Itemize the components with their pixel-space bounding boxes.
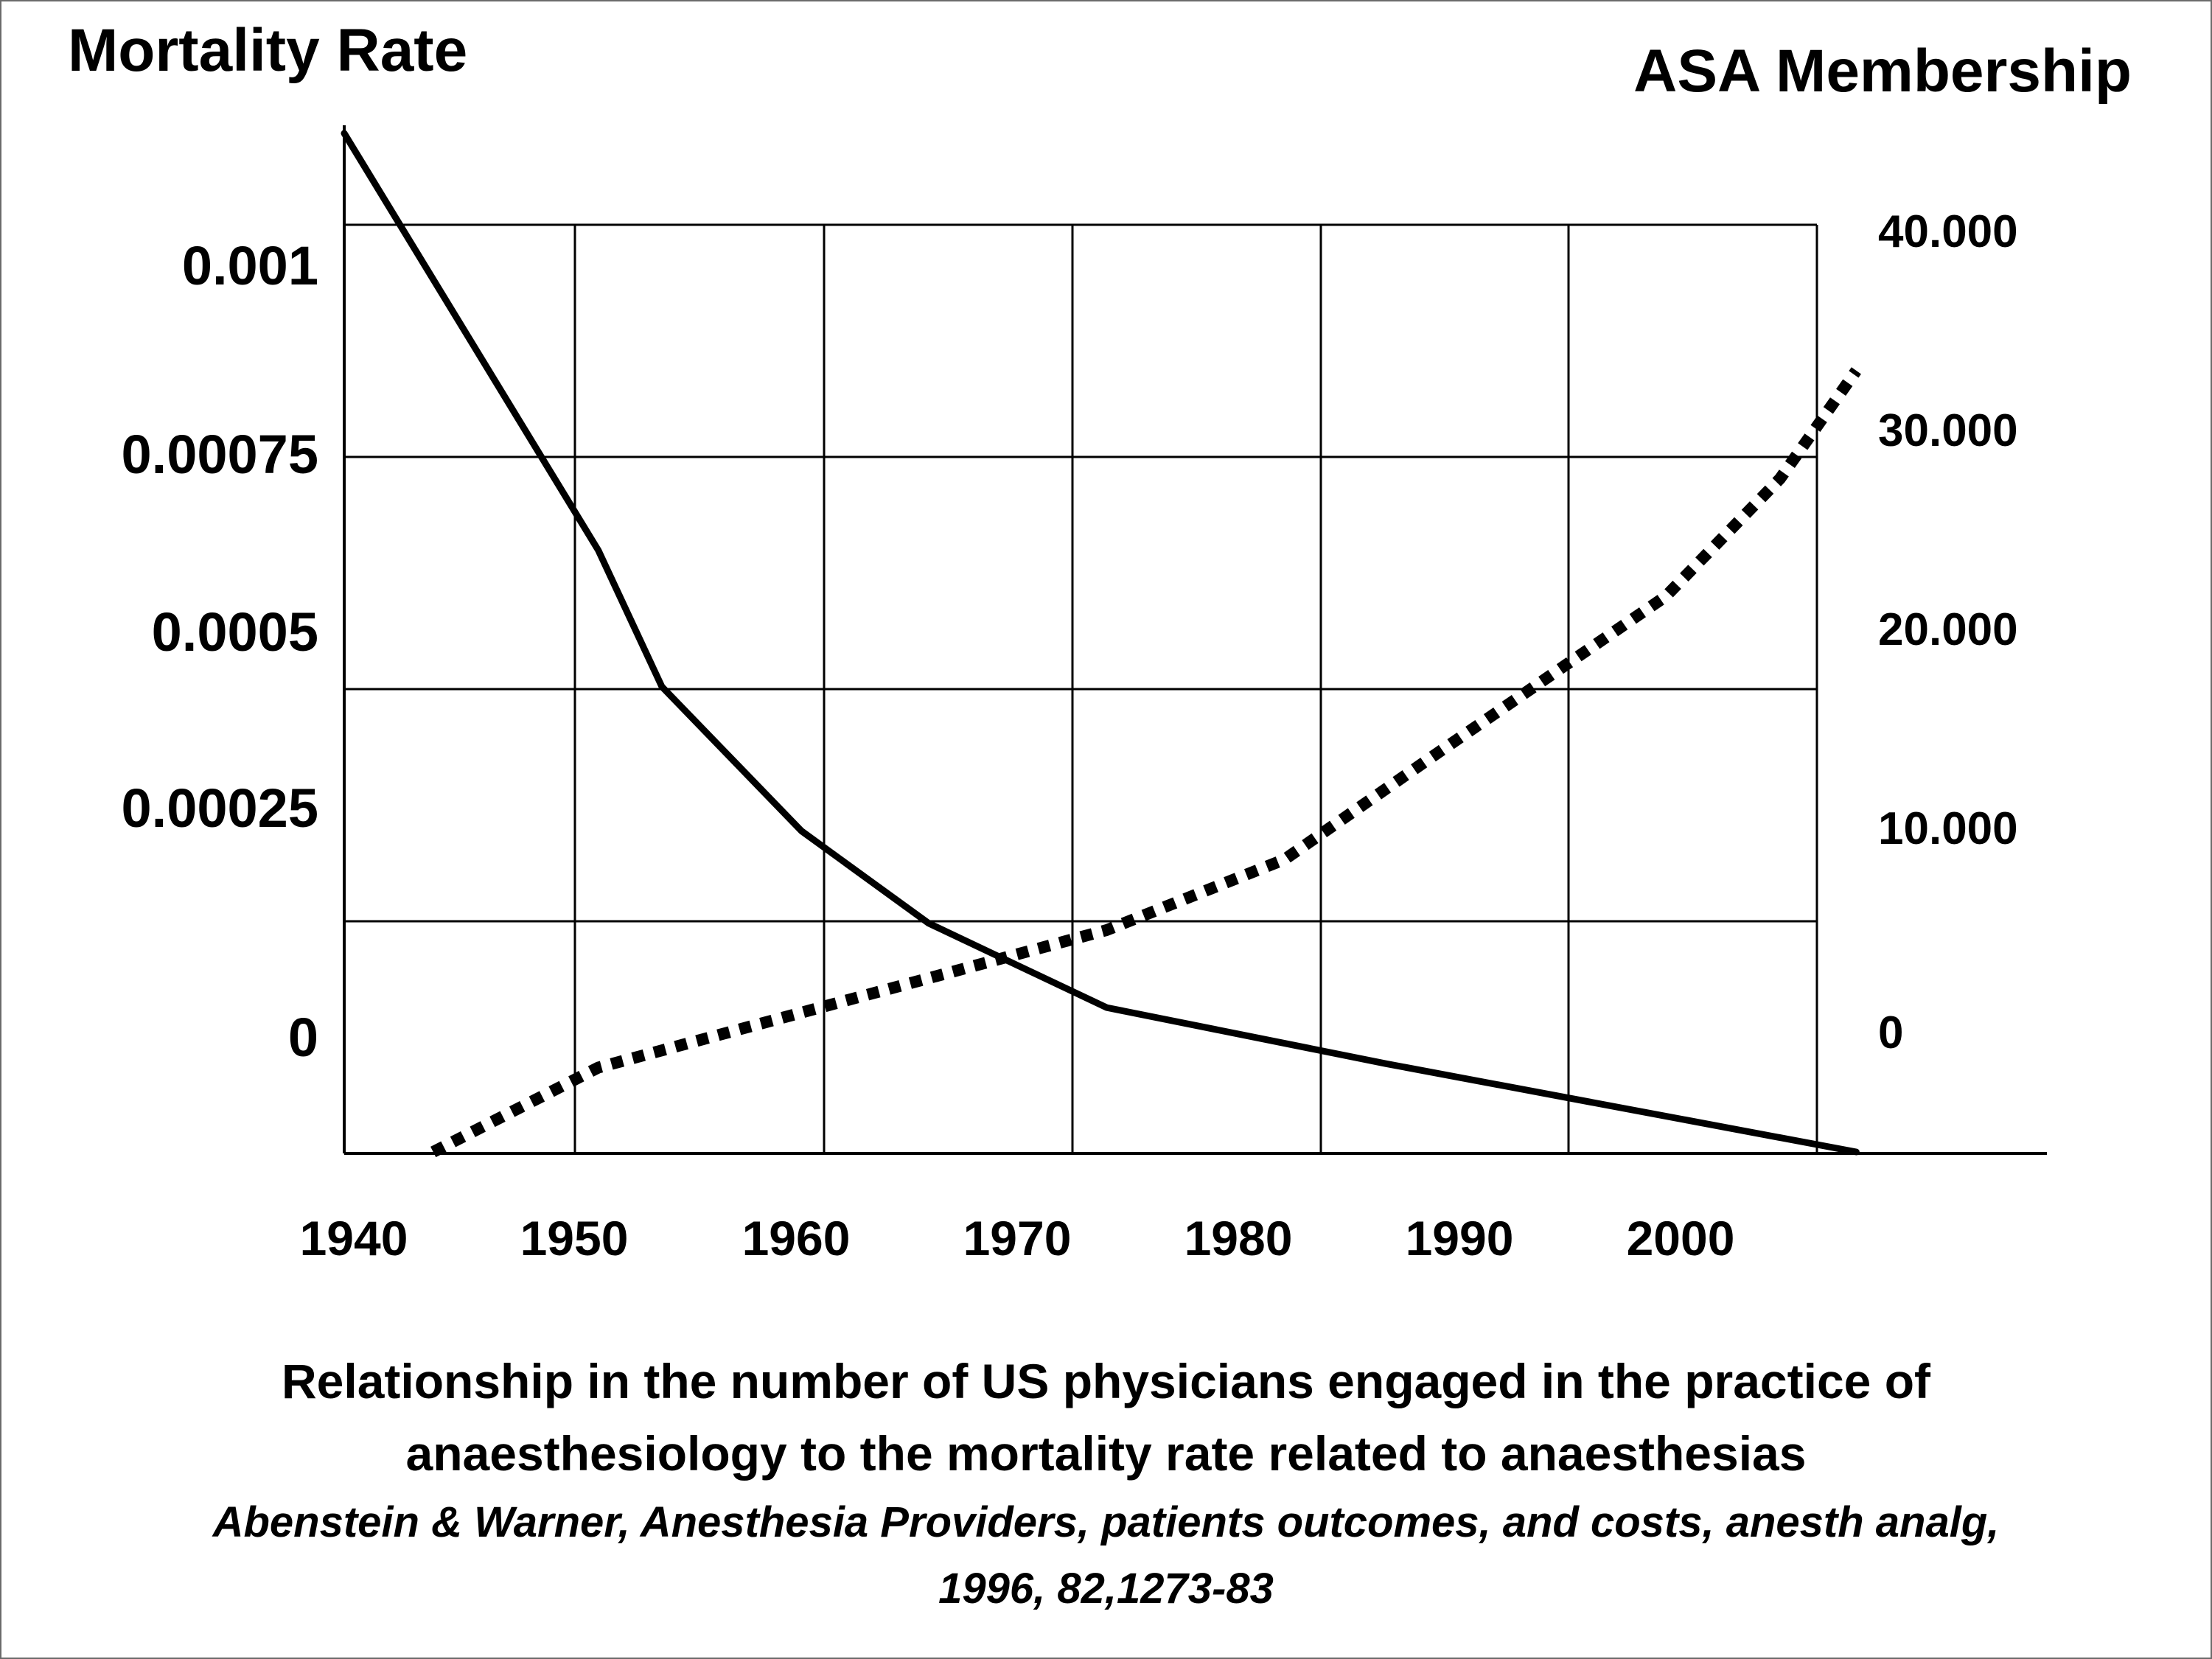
chart: Mortality Rate ASA Membership 0.001 0.000… — [68, 17, 2132, 1265]
left-tick-label: 0.001 — [182, 235, 318, 296]
citation-line-1: Abenstein & Warner, Anesthesia Providers… — [212, 1498, 2000, 1546]
x-tick-labels: 1940 1950 1960 1970 1980 1990 2000 — [300, 1211, 1735, 1265]
caption-line-2: anaesthesiology to the mortality rate re… — [405, 1426, 1807, 1481]
x-tick-label: 1940 — [300, 1211, 408, 1265]
axes — [343, 125, 2047, 1155]
x-tick-label: 1960 — [742, 1211, 851, 1265]
right-tick-label: 0 — [1878, 1007, 1903, 1058]
left-tick-label: 0.00075 — [122, 424, 319, 485]
right-tick-labels: 40.000 30.000 20.000 10.000 0 — [1878, 206, 2018, 1058]
right-tick-label: 30.000 — [1878, 405, 2018, 456]
caption-line-1: Relationship in the number of US physici… — [281, 1354, 1930, 1408]
grid — [344, 223, 1818, 1152]
x-tick-label: 1950 — [520, 1211, 629, 1265]
series-layer — [341, 130, 1861, 1158]
x-tick-label: 1980 — [1184, 1211, 1293, 1265]
right-tick-label: 20.000 — [1878, 604, 2018, 655]
left-axis-title: Mortality Rate — [68, 17, 467, 84]
left-tick-label: 0.00025 — [122, 778, 319, 839]
right-tick-label: 10.000 — [1878, 803, 2018, 854]
series-line-asa-membership — [430, 367, 1861, 1158]
x-tick-label: 1970 — [963, 1211, 1072, 1265]
x-tick-label: 1990 — [1406, 1211, 1514, 1265]
right-axis-title: ASA Membership — [1633, 38, 2132, 105]
left-tick-label: 0.0005 — [152, 601, 318, 663]
right-tick-label: 40.000 — [1878, 206, 2018, 257]
left-tick-labels: 0.001 0.00075 0.0005 0.00025 0 — [122, 235, 319, 1068]
x-tick-label: 2000 — [1627, 1211, 1735, 1265]
series-line-mortality-rate — [341, 130, 1860, 1156]
citation-line-2: 1996, 82,1273-83 — [938, 1565, 1274, 1613]
figure-caption: Relationship in the number of US physici… — [0, 1345, 2212, 1622]
left-tick-label: 0 — [288, 1007, 318, 1068]
